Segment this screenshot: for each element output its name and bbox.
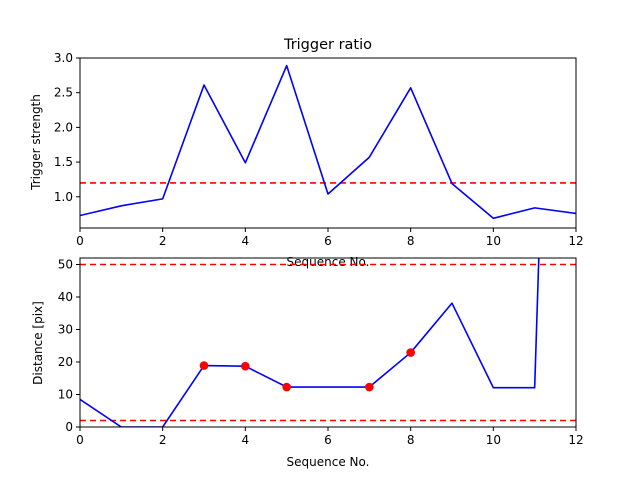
data-point-marker <box>241 361 250 371</box>
x-tick-label: 8 <box>407 234 415 248</box>
y-axis-label: Trigger strength <box>29 94 43 191</box>
y-tick-label: 40 <box>58 290 73 304</box>
x-tick-label: 6 <box>324 234 332 248</box>
y-tick-label: 30 <box>58 323 73 337</box>
y-tick-label: 20 <box>58 355 73 369</box>
y-tick-label: 1.0 <box>54 190 73 204</box>
distance-chart: Sequence No. Distance [pix] 0 2 4 6 8 10 12 0 10… <box>31 257 584 469</box>
x-tick-label: 12 <box>568 234 583 248</box>
x-tick-label: 10 <box>486 433 501 447</box>
x-tick-label: 2 <box>159 234 167 248</box>
x-tick-label: 4 <box>242 234 250 248</box>
series-line <box>80 258 540 427</box>
y-tick-label: 2.0 <box>54 120 73 134</box>
x-tick-label: 10 <box>486 234 501 248</box>
y-axis-label: Distance [pix] <box>31 301 45 385</box>
plot-area <box>80 258 576 427</box>
y-tick-label: 3.0 <box>54 51 73 65</box>
x-tick-label: 6 <box>324 433 332 447</box>
x-tick-label: 0 <box>76 433 84 447</box>
x-tick-label: 0 <box>76 234 84 248</box>
y-tick-label: 10 <box>58 388 73 402</box>
data-point-marker <box>199 361 209 370</box>
y-tick-label: 0 <box>65 420 73 434</box>
x-axis-label: Sequence No. <box>287 455 370 469</box>
data-point-marker <box>365 382 374 392</box>
y-tick-label: 1.5 <box>54 155 73 169</box>
x-axis-label: Sequence No. <box>287 255 370 269</box>
x-tick-label: 8 <box>407 433 415 447</box>
y-tick-label: 50 <box>58 258 73 272</box>
chart-title: Trigger ratio <box>283 37 372 53</box>
x-tick-label: 12 <box>568 433 583 447</box>
plot-area <box>80 64 576 220</box>
y-tick-label: 2.5 <box>54 86 73 100</box>
data-point-marker <box>406 348 415 357</box>
x-tick-label: 4 <box>242 433 250 447</box>
data-point-marker <box>282 382 291 392</box>
x-tick-label: 2 <box>159 433 167 447</box>
series-line <box>80 64 576 220</box>
